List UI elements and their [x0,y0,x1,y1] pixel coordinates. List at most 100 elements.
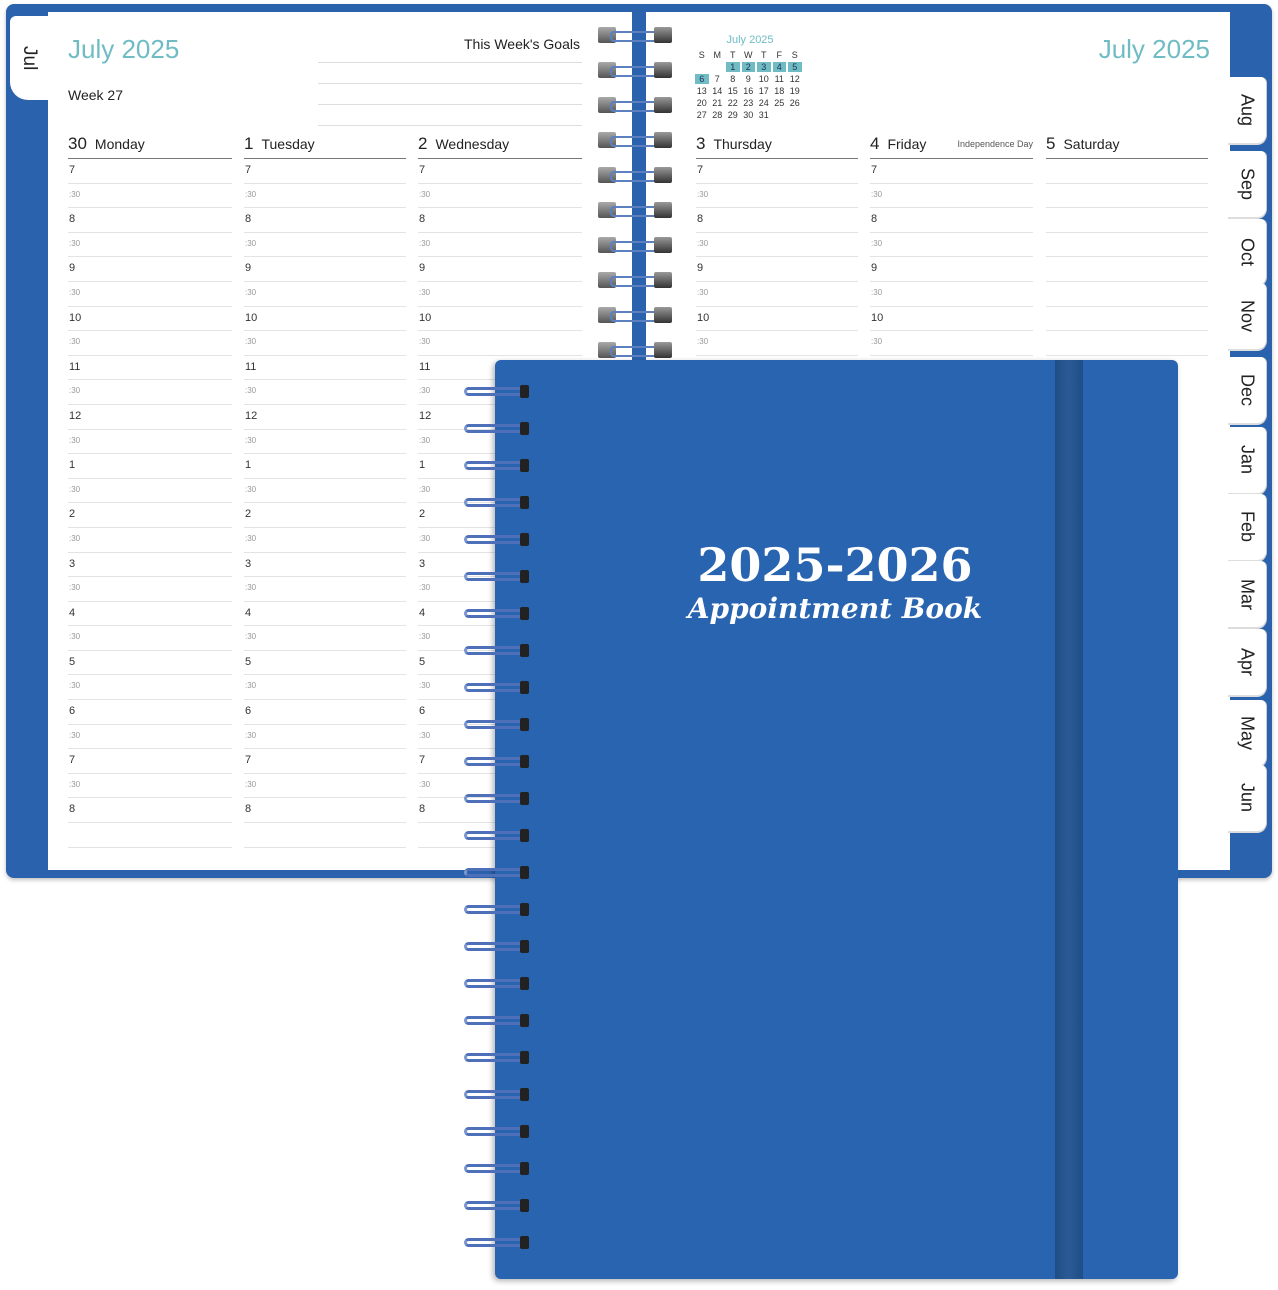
time-slot[interactable]: :30 [244,675,406,701]
calendar-day[interactable]: 6 [695,74,709,84]
time-slot[interactable]: :30 [870,282,1033,307]
calendar-day[interactable]: 8 [730,74,736,84]
calendar-day[interactable]: 1 [726,62,740,72]
time-slot[interactable]: 5 [244,651,406,676]
time-slot[interactable]: 8 [696,208,858,233]
time-slot[interactable]: 1 [244,454,406,479]
time-slot[interactable]: 8 [244,208,406,233]
time-slot[interactable]: 8 [68,798,232,824]
calendar-day[interactable]: 5 [788,62,802,72]
time-slot[interactable]: 8 [68,208,232,233]
time-slot[interactable]: :30 [244,528,406,553]
tab-mar[interactable]: Mar [1228,561,1267,629]
calendar-day[interactable]: 24 [758,98,769,108]
time-slot[interactable]: :30 [68,528,232,553]
calendar-day[interactable]: 30 [743,110,754,120]
time-slot[interactable]: 4 [244,602,406,627]
time-slot[interactable]: 4 [68,602,232,627]
time-slot[interactable]: :30 [870,331,1033,356]
calendar-day[interactable]: 23 [743,98,754,108]
time-slot[interactable]: :30 [68,577,232,602]
time-slot[interactable]: 10 [870,307,1033,332]
time-slot[interactable]: :30 [244,233,406,258]
calendar-day[interactable]: 18 [774,86,785,96]
time-slot[interactable]: :30 [696,331,858,356]
tab-jan[interactable]: Jan [1228,427,1267,495]
time-slot[interactable]: 3 [244,553,406,578]
tab-apr[interactable]: Apr [1228,629,1267,697]
calendar-day[interactable]: 19 [789,86,800,96]
time-slot[interactable]: :30 [68,725,232,750]
time-slot[interactable]: 9 [68,257,232,282]
time-slot[interactable]: :30 [68,282,232,307]
time-slot[interactable]: 9 [870,257,1033,282]
calendar-day[interactable]: 9 [745,74,751,84]
calendar-day[interactable]: 27 [696,110,707,120]
tab-aug[interactable]: Aug [1228,77,1267,145]
time-slot[interactable]: 7 [244,749,406,774]
calendar-day[interactable]: 29 [727,110,738,120]
calendar-day[interactable]: 12 [789,74,800,84]
time-slot[interactable] [1046,307,1208,332]
time-slot[interactable]: :30 [418,331,582,356]
calendar-day[interactable]: 20 [696,98,707,108]
tab-jul[interactable]: Jul [10,16,48,100]
time-slot[interactable]: :30 [244,774,406,799]
calendar-day[interactable]: 25 [774,98,785,108]
calendar-day[interactable]: 21 [712,98,723,108]
time-slot[interactable] [68,823,232,848]
time-slot[interactable]: 7 [68,159,232,184]
time-slot[interactable] [1046,233,1208,258]
tab-feb[interactable]: Feb [1228,494,1267,562]
time-slot[interactable]: :30 [244,380,406,405]
time-slot[interactable]: 9 [244,257,406,282]
time-slot[interactable] [244,823,406,848]
time-slot[interactable]: :30 [244,725,406,750]
time-slot[interactable]: 2 [244,503,406,528]
calendar-day[interactable]: 31 [758,110,769,120]
time-slot[interactable]: 10 [68,307,232,332]
time-slot[interactable]: 8 [870,208,1033,233]
time-slot[interactable]: :30 [244,184,406,209]
time-slot[interactable]: 2 [68,503,232,528]
time-slot[interactable]: 10 [696,307,858,332]
calendar-day[interactable]: 15 [727,86,738,96]
tab-nov[interactable]: Nov [1228,283,1267,351]
time-slot[interactable]: :30 [244,479,406,504]
tab-sep[interactable]: Sep [1228,151,1267,219]
tab-oct[interactable]: Oct [1228,219,1267,287]
calendar-day[interactable]: 3 [757,62,771,72]
time-slot[interactable]: :30 [870,184,1033,209]
time-slot[interactable]: 7 [244,159,406,184]
calendar-day[interactable]: 17 [758,86,769,96]
calendar-day[interactable]: 14 [712,86,723,96]
time-slot[interactable]: :30 [244,282,406,307]
time-slot[interactable]: :30 [696,282,858,307]
tab-dec[interactable]: Dec [1228,357,1267,425]
time-slot[interactable]: :30 [68,774,232,799]
tab-may[interactable]: May [1228,700,1267,768]
time-slot[interactable]: :30 [68,675,232,701]
calendar-day[interactable]: 13 [696,86,707,96]
time-slot[interactable]: 7 [418,159,582,184]
time-slot[interactable]: 12 [244,405,406,430]
time-slot[interactable]: 10 [418,307,582,332]
time-slot[interactable]: :30 [244,430,406,455]
time-slot[interactable]: 9 [418,257,582,282]
time-slot[interactable]: 1 [68,454,232,479]
time-slot[interactable]: 6 [244,700,406,725]
time-slot[interactable]: 9 [696,257,858,282]
calendar-day[interactable]: 2 [741,62,755,72]
time-slot[interactable]: 11 [68,356,232,381]
time-slot[interactable] [1046,159,1208,184]
time-slot[interactable]: :30 [68,626,232,651]
time-slot[interactable]: :30 [418,233,582,258]
time-slot[interactable]: :30 [68,331,232,356]
time-slot[interactable] [1046,257,1208,282]
time-slot[interactable]: 8 [418,208,582,233]
time-slot[interactable]: :30 [418,282,582,307]
calendar-day[interactable]: 28 [712,110,723,120]
time-slot[interactable]: :30 [418,184,582,209]
time-slot[interactable]: :30 [696,184,858,209]
calendar-day[interactable]: 4 [772,62,786,72]
